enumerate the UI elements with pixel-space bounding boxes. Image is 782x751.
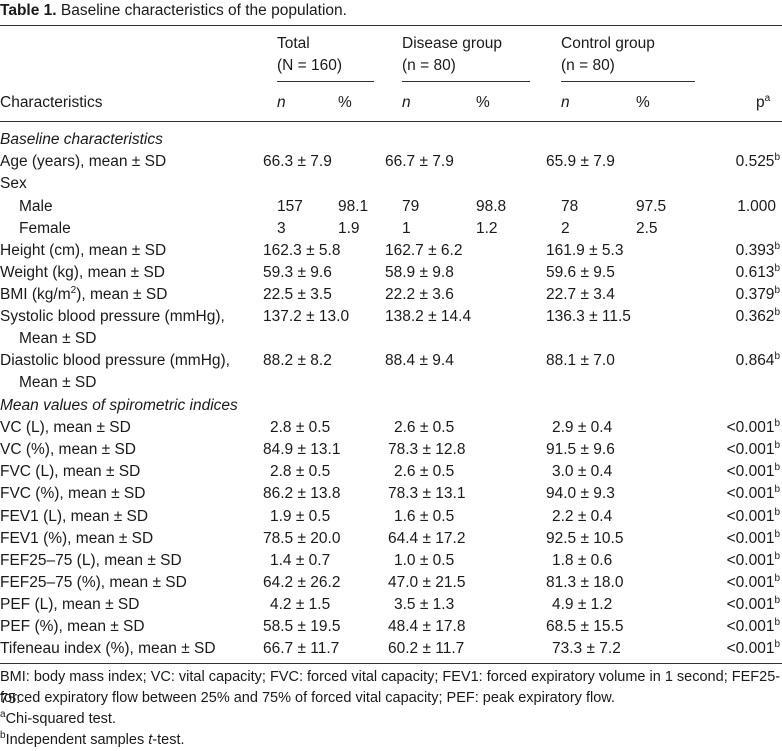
table-row: Systolic blood pressure (mmHg), 137.2 ± …: [0, 307, 780, 326]
col-control-n: n: [561, 94, 570, 111]
table-row: FEF25–75 (L), mean ± SD 1.4 ± 0.7 1.0 ± …: [0, 551, 780, 570]
table-row: Height (cm), mean ± SD 162.3 ± 5.8 162.7…: [0, 241, 780, 260]
table-caption: Table 1. Baseline characteristics of the…: [0, 2, 347, 20]
col-p: pa: [756, 93, 771, 112]
total-underline: [277, 81, 374, 82]
table-row: Weight (kg), mean ± SD 59.3 ± 9.6 58.9 ±…: [0, 263, 780, 282]
table-row-continuation: Mean ± SD: [19, 330, 97, 347]
table-row: FEV1 (%), mean ± SD 78.5 ± 20.0 64.4 ± 1…: [0, 529, 780, 548]
table-row: BMI (kg/m2), mean ± SD 22.5 ± 3.5 22.2 ±…: [0, 285, 780, 304]
table-row-continuation: Mean ± SD: [19, 374, 97, 391]
caption-label: Table 1.: [0, 2, 57, 19]
table-row: Sex: [0, 175, 27, 192]
col-disease-n: n: [402, 94, 411, 111]
control-underline: [561, 81, 695, 82]
table-row: Male 157 98.1 79 98.8 78 97.5 1.000: [19, 198, 776, 215]
footnote-a: aChi-squared test.: [0, 709, 116, 728]
column-header-row: Characteristics n % n % n % pa: [0, 92, 782, 114]
table-row: Female 3 1.9 1 1.2 2 2.5: [19, 220, 658, 237]
table-row: PEF (%), mean ± SD 58.5 ± 19.5 48.4 ± 17…: [0, 617, 780, 636]
disease-underline: [402, 81, 530, 82]
table-row: Diastolic blood pressure (mmHg), 88.2 ± …: [0, 351, 780, 370]
group-control-header: Control group (n = 80): [561, 35, 655, 74]
col-total-n: n: [277, 94, 286, 111]
table-row: VC (%), mean ± SD 84.9 ± 13.1 78.3 ± 12.…: [0, 440, 780, 459]
group-disease-header: Disease group (n = 80): [402, 35, 502, 74]
group-total-header: Total (N = 160): [277, 35, 343, 74]
caption-text: Baseline characteristics of the populati…: [60, 2, 347, 19]
header-rule: [0, 121, 782, 122]
section-baseline: Baseline characteristics: [0, 131, 163, 148]
col-characteristics: Characteristics: [0, 94, 103, 111]
footnote-abbreviations-2: forced expiratory flow between 25% and 7…: [0, 690, 615, 706]
table-row: FVC (L), mean ± SD 2.8 ± 0.5 2.6 ± 0.5 3…: [0, 462, 780, 481]
table-row: Age (years), mean ± SD 66.3 ± 7.9 66.7 ±…: [0, 152, 780, 171]
table-row: PEF (L), mean ± SD 4.2 ± 1.5 3.5 ± 1.3 4…: [0, 595, 780, 614]
table-row: VC (L), mean ± SD 2.8 ± 0.5 2.6 ± 0.5 2.…: [0, 418, 780, 437]
bottom-rule: [0, 663, 782, 664]
col-total-pct: %: [338, 94, 352, 111]
table-row: FEV1 (L), mean ± SD 1.9 ± 0.5 1.6 ± 0.5 …: [0, 507, 780, 526]
table-row: FEF25–75 (%), mean ± SD 64.2 ± 26.2 47.0…: [0, 573, 780, 592]
section-spirometric: Mean values of spirometric indices: [0, 397, 238, 414]
col-control-pct: %: [636, 94, 650, 111]
table-row: Tifeneau index (%), mean ± SD 66.7 ± 11.…: [0, 639, 780, 658]
footnote-abbreviations-1: BMI: body mass index; VC: vital capacity…: [0, 669, 781, 707]
top-rule: [0, 25, 782, 26]
table-row: FVC (%), mean ± SD 86.2 ± 13.8 78.3 ± 13…: [0, 484, 780, 503]
col-disease-pct: %: [476, 94, 490, 111]
footnote-b: bIndependent samples t-test.: [0, 730, 185, 749]
